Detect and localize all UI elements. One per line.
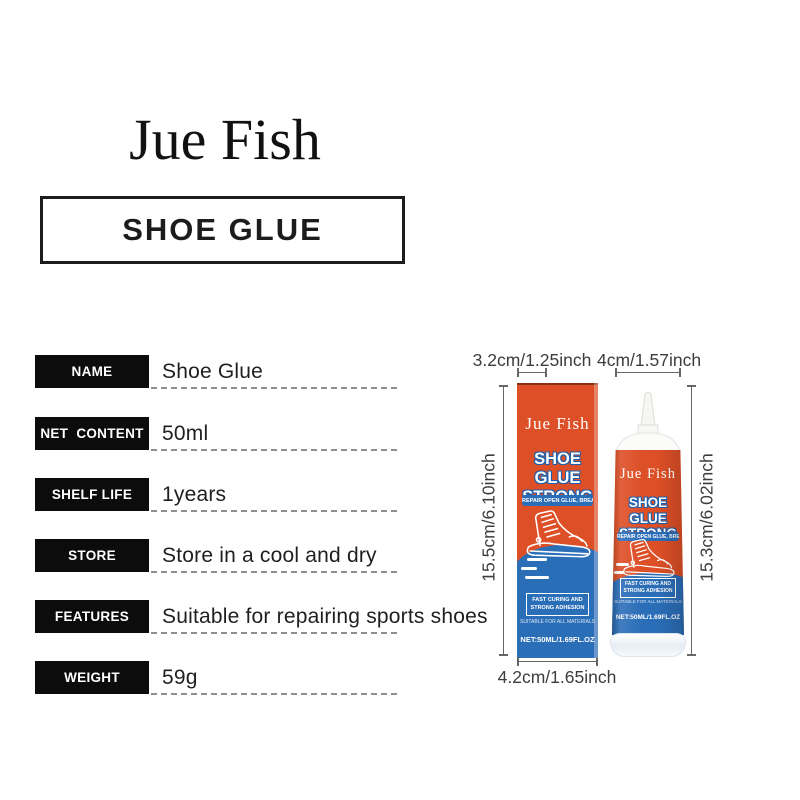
- label-blue-section: [517, 545, 598, 658]
- measure-line-tube-width: [615, 368, 681, 377]
- spec-label-text: STORE: [68, 548, 116, 563]
- tube-label: Jue Fish SHOE GLUE STRONG REPAIR OPEN GL…: [612, 450, 684, 635]
- divider: [151, 693, 397, 695]
- spec-row-features: FEATURES Suitable for repairing sports s…: [35, 600, 487, 634]
- dimension-label-box-height: 15.5cm/6.10inch: [478, 453, 499, 582]
- product-box: Jue Fish SHOE GLUE STRONG REPAIR OPEN GL…: [517, 383, 598, 658]
- spec-row-name: NAME Shoe Glue: [35, 355, 475, 389]
- sneaker-illustration: [526, 510, 591, 558]
- box-top-edge: [517, 383, 598, 385]
- label-net-content: NET:50ML/1.69FL.OZ: [612, 614, 684, 621]
- page-title: Jue Fish: [129, 107, 321, 172]
- label-feature-line2: STRONG ADHESION: [530, 605, 585, 612]
- divider: [151, 387, 397, 389]
- dimension-label-tube-height: 15.3cm/6.02inch: [696, 453, 717, 582]
- spec-label: NET CONTENT: [35, 417, 149, 450]
- box-side-edge: [594, 383, 598, 658]
- label-feature-box: FAST CURING AND STRONG ADHESION: [620, 578, 676, 598]
- spec-label: SHELF LIFE: [35, 478, 149, 511]
- tube-crimp-end: [610, 633, 686, 657]
- spec-value: Shoe Glue: [162, 360, 264, 383]
- measure-line-box-bottom-width: [517, 657, 598, 666]
- spec-label-text: NET CONTENT: [40, 426, 144, 441]
- label-title-line1: SHOE GLUE: [612, 495, 684, 526]
- spec-label: FEATURES: [35, 600, 149, 633]
- divider: [151, 449, 397, 451]
- label-feature-line1: FAST CURING AND: [532, 597, 583, 603]
- label-brand: Jue Fish: [525, 414, 590, 433]
- spec-value: 50ml: [162, 422, 209, 445]
- spec-label: NAME: [35, 355, 149, 388]
- product-tube: Jue Fish SHOE GLUE STRONG REPAIR OPEN GL…: [608, 390, 688, 660]
- measure-line-box-width: [517, 368, 547, 377]
- label-suitable: SUITABLE FOR ALL MATERIALS: [612, 599, 684, 604]
- label-title-line1: SHOE GLUE: [534, 450, 581, 487]
- label-feature-line2: STRONG ADHESION: [621, 588, 675, 595]
- spec-row-store: STORE Store in a cool and dry: [35, 539, 475, 573]
- spec-row-net-content: NET CONTENT 50ml: [35, 417, 475, 451]
- spec-label-text: NAME: [71, 364, 113, 379]
- spec-value: Suitable for repairing sports shoes: [162, 605, 488, 628]
- divider: [151, 510, 397, 512]
- dimension-label-box-bottom-width: 4.2cm/1.65inch: [497, 667, 617, 687]
- spec-label-text: SHELF LIFE: [51, 487, 133, 502]
- spec-label: WEIGHT: [35, 661, 149, 694]
- measure-line-box-height: [499, 385, 508, 656]
- spec-label-text: WEIGHT: [64, 670, 120, 685]
- product-banner: SHOE GLUE: [40, 196, 405, 264]
- spec-value: 1years: [162, 483, 227, 506]
- label-subtitle: REPAIR OPEN GLUE, BREAKAGE: [617, 532, 679, 541]
- divider: [151, 571, 397, 573]
- tube-shading: [612, 450, 684, 635]
- tube-body: Jue Fish SHOE GLUE STRONG REPAIR OPEN GL…: [612, 450, 684, 635]
- measure-line-tube-height: [687, 385, 696, 656]
- label-net-content: NET:50ML/1.69FL.OZ: [520, 635, 595, 644]
- label-subtitle: REPAIR OPEN GLUE, BREAKAGE: [522, 495, 593, 506]
- spec-row-weight: WEIGHT 59g: [35, 661, 475, 695]
- dimension-label-box-width: 3.2cm/1.25inch: [472, 350, 592, 370]
- divider: [151, 632, 397, 634]
- label-brand: Jue Fish: [612, 466, 684, 483]
- spec-label: STORE: [35, 539, 149, 572]
- label-suitable: SUITABLE FOR ALL MATERIALS: [520, 619, 595, 625]
- spec-value: Store in a cool and dry: [162, 544, 377, 567]
- spec-list: NAME Shoe Glue NET CONTENT 50ml SHELF LI…: [35, 355, 487, 700]
- spec-label-text: FEATURES: [54, 609, 130, 624]
- dimension-label-tube-width: 4cm/1.57inch: [597, 350, 702, 370]
- spec-row-shelf-life: SHELF LIFE 1years: [35, 478, 475, 512]
- box-label: Jue Fish SHOE GLUE STRONG REPAIR OPEN GL…: [517, 383, 598, 658]
- nozzle-icon: [615, 392, 681, 453]
- product-banner-label: SHOE GLUE: [122, 212, 323, 247]
- label-feature-box: FAST CURING AND STRONG ADHESION: [526, 593, 589, 616]
- label-blue-section: [612, 573, 684, 635]
- spec-value: 59g: [162, 666, 198, 689]
- label-feature-line1: FAST CURING AND: [621, 581, 675, 588]
